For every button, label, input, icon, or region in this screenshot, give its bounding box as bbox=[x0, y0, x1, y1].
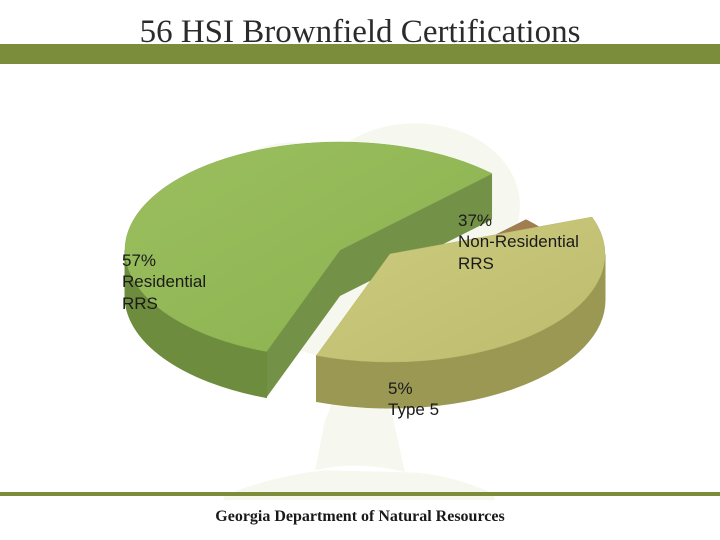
label-nonres-pct: 37% bbox=[458, 210, 579, 231]
label-type5: 5%Type 5 bbox=[388, 378, 439, 421]
label-type5-line0: Type 5 bbox=[388, 399, 439, 420]
page-title: 56 HSI Brownfield Certifications bbox=[140, 14, 581, 51]
label-nonres: 37%Non-ResidentialRRS bbox=[458, 210, 579, 274]
label-residential-pct: 57% bbox=[122, 250, 206, 271]
label-residential-line0: Residential bbox=[122, 271, 206, 292]
label-residential: 57%ResidentialRRS bbox=[122, 250, 206, 314]
label-residential-line1: RRS bbox=[122, 293, 206, 314]
chart-area: 57%ResidentialRRS5%Type 537%Non-Resident… bbox=[0, 64, 720, 484]
title-bar: 56 HSI Brownfield Certifications bbox=[0, 0, 720, 64]
label-nonres-line0: Non-Residential bbox=[458, 231, 579, 252]
footer-divider bbox=[0, 492, 720, 496]
label-nonres-line1: RRS bbox=[458, 253, 579, 274]
label-type5-pct: 5% bbox=[388, 378, 439, 399]
footer-text: Georgia Department of Natural Resources bbox=[0, 508, 720, 526]
